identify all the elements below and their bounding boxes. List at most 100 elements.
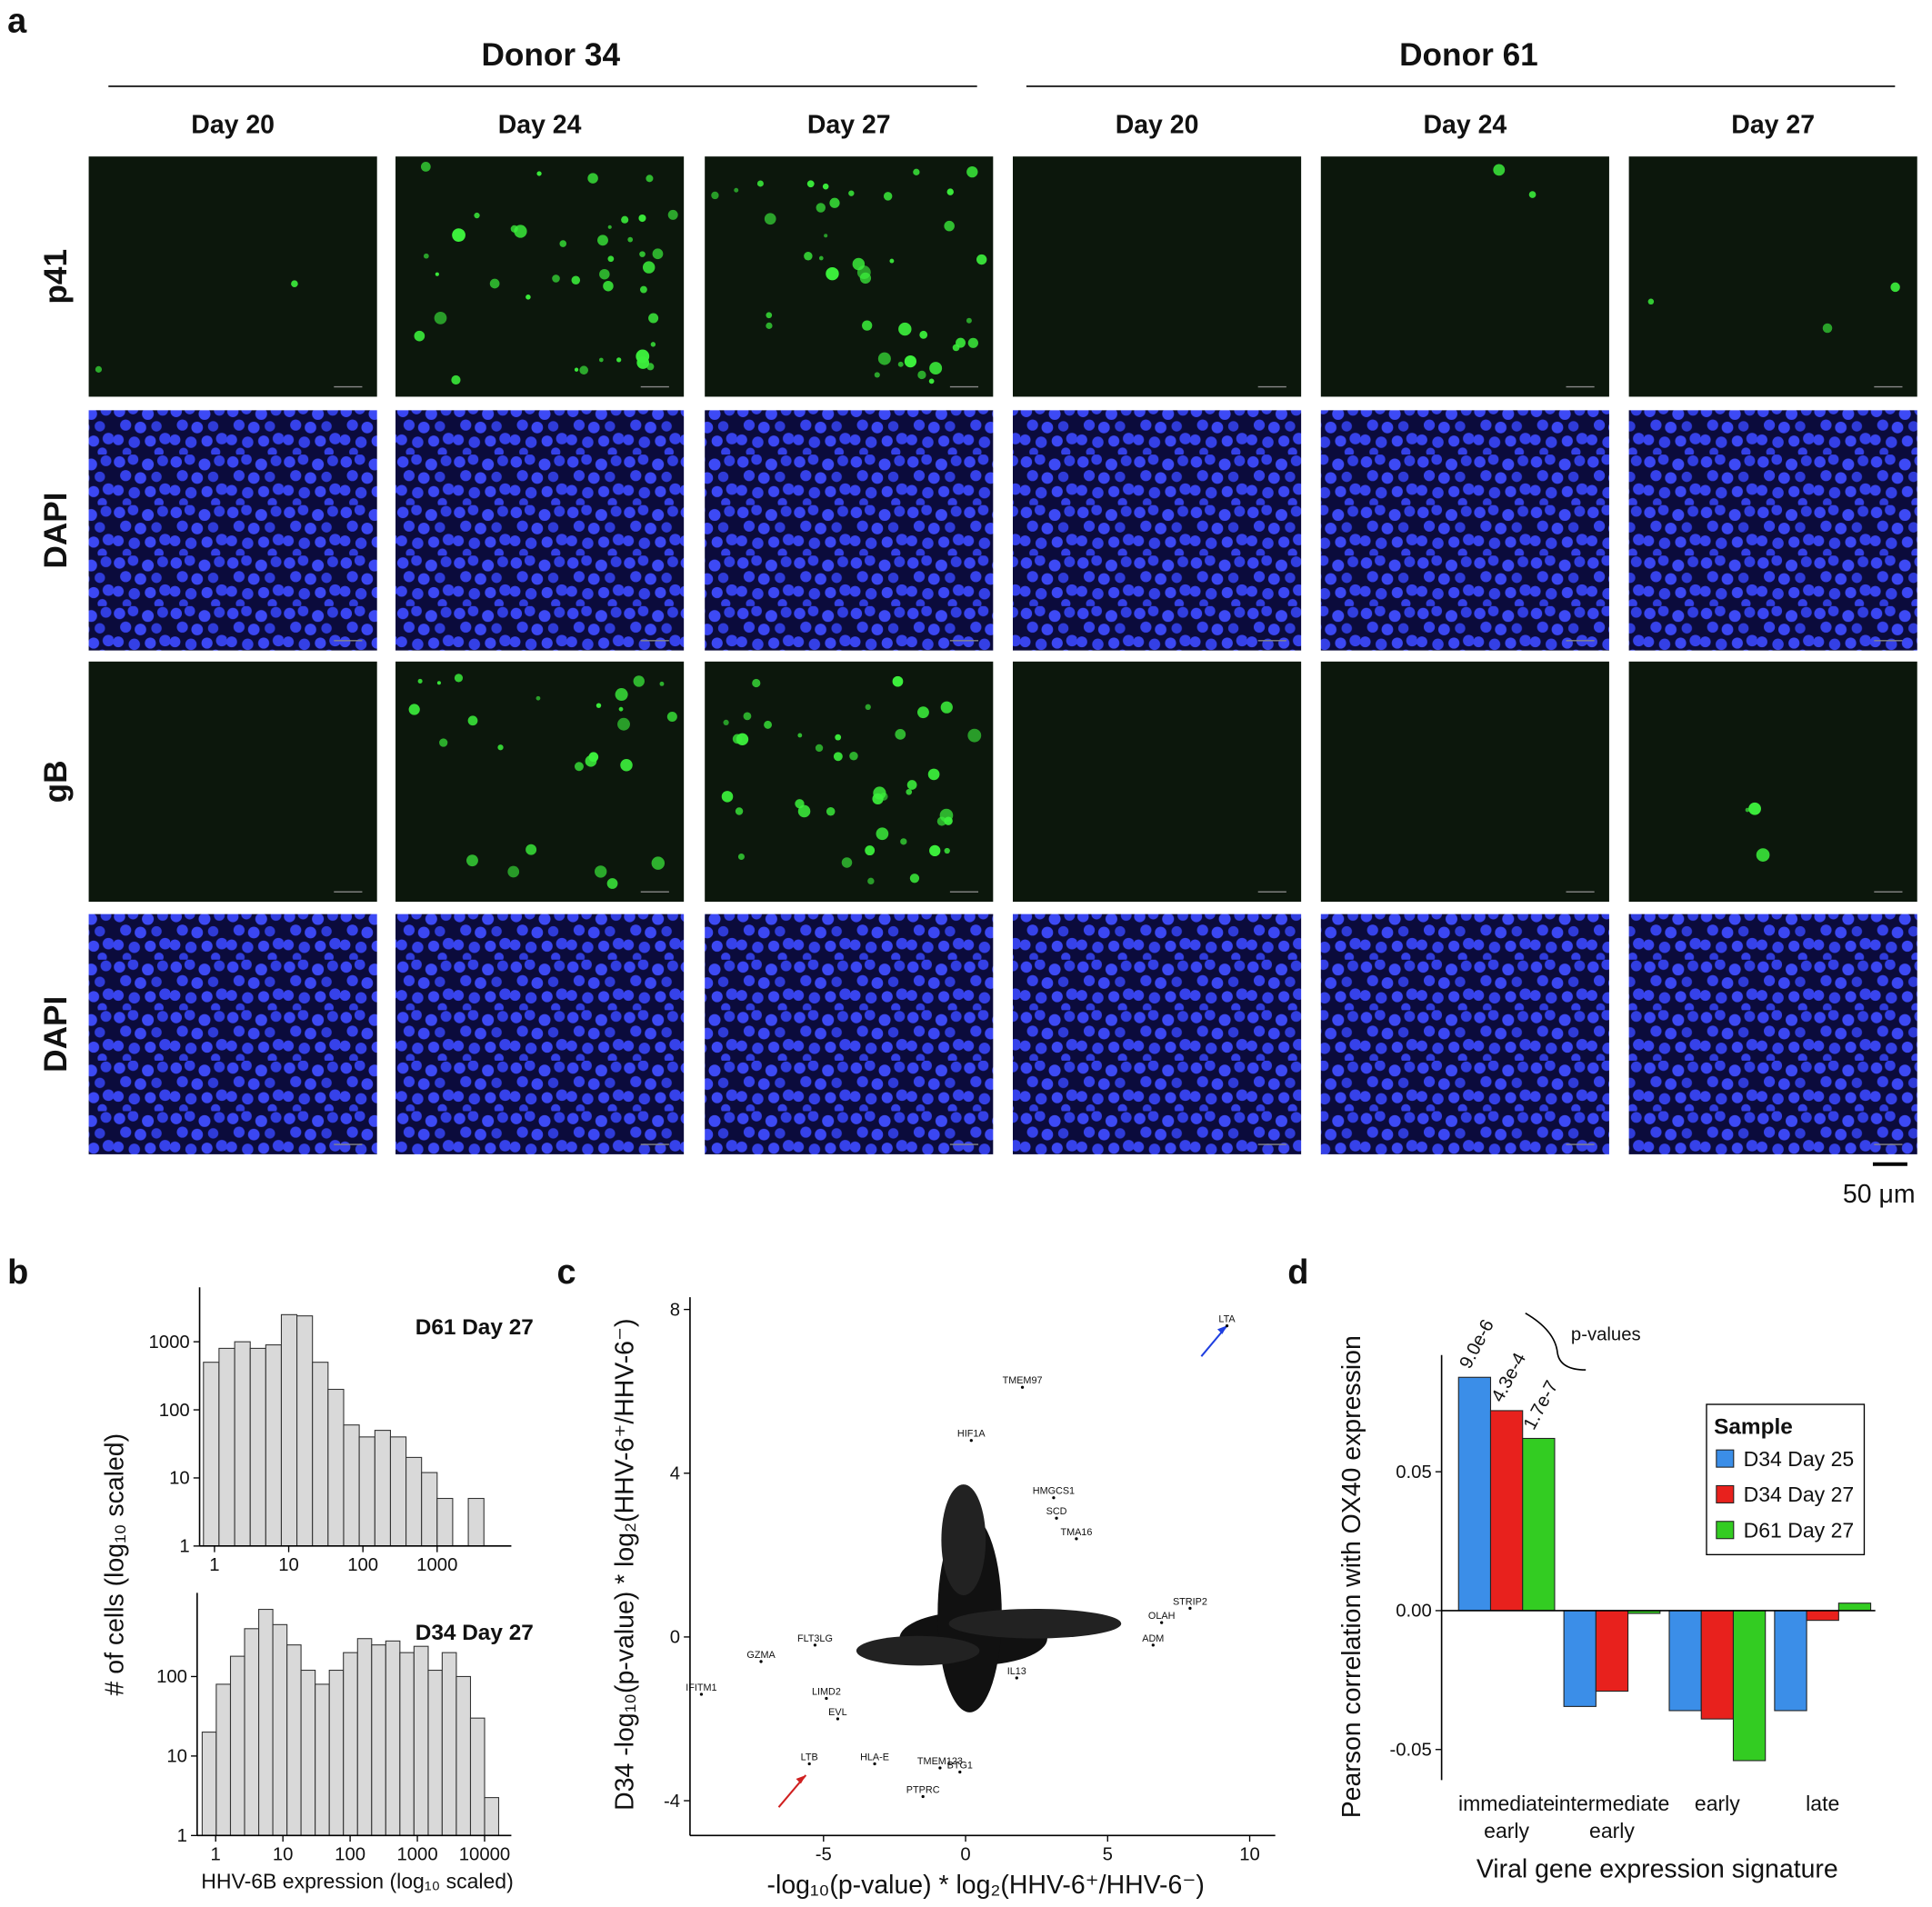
legend-label: D61 Day 27 bbox=[1744, 1518, 1855, 1542]
gene-point bbox=[1015, 1676, 1018, 1680]
gene-point bbox=[1020, 1385, 1025, 1389]
infected-cell bbox=[764, 720, 773, 729]
infected-cell bbox=[804, 252, 813, 261]
histogram-bar bbox=[441, 1652, 457, 1836]
legend-label: D34 Day 25 bbox=[1744, 1447, 1855, 1471]
x-tick-label: -5 bbox=[816, 1844, 832, 1864]
x-axis-label: HHV-6B expression (log₁₀ scaled) bbox=[201, 1870, 514, 1893]
gene-point bbox=[813, 1643, 817, 1647]
micrograph bbox=[1628, 410, 1917, 651]
histogram-bar bbox=[328, 1669, 345, 1836]
histogram-bar bbox=[258, 1609, 274, 1836]
x-tick-label: 5 bbox=[1103, 1844, 1113, 1864]
histogram-bar bbox=[455, 1675, 472, 1836]
histogram-bar bbox=[300, 1669, 316, 1836]
infected-cell bbox=[833, 752, 843, 762]
infected-cell bbox=[766, 312, 773, 319]
x-tick-label: 10 bbox=[278, 1555, 299, 1575]
infected-cell bbox=[618, 706, 624, 712]
micrograph bbox=[1320, 156, 1609, 397]
gene-label: HMGCS1 bbox=[1033, 1486, 1075, 1497]
infected-cell bbox=[917, 370, 926, 380]
scale-bar-label: 50 μm bbox=[1843, 1180, 1916, 1209]
histogram-bar bbox=[280, 1313, 298, 1547]
histogram-bar bbox=[484, 1797, 500, 1836]
p-value-label: 1.7e-7 bbox=[1520, 1378, 1562, 1433]
micrograph bbox=[88, 661, 377, 903]
infected-cell bbox=[711, 191, 719, 200]
gene-point bbox=[759, 1660, 763, 1663]
infected-cell bbox=[824, 234, 828, 238]
infected-cell bbox=[638, 214, 646, 223]
histogram-bar bbox=[203, 1362, 220, 1547]
gene-label: TMEM123 bbox=[917, 1756, 963, 1767]
panel-letter: c bbox=[557, 1253, 576, 1292]
x-tick-label: 1000 bbox=[416, 1555, 457, 1575]
micrograph bbox=[1012, 410, 1302, 651]
micrograph bbox=[395, 661, 685, 903]
y-tick-label: 10 bbox=[166, 1747, 187, 1767]
gene-point bbox=[1075, 1537, 1078, 1541]
infected-cell bbox=[743, 712, 752, 721]
infected-cell bbox=[595, 865, 607, 878]
day-label: Day 27 bbox=[1731, 110, 1815, 139]
infected-cell bbox=[806, 180, 815, 188]
infected-cell bbox=[929, 362, 943, 375]
histogram-bar bbox=[244, 1628, 260, 1836]
y-tick-label: 0.00 bbox=[1396, 1602, 1432, 1622]
y-tick-label: 1 bbox=[179, 1537, 189, 1557]
legend-swatch bbox=[1716, 1449, 1735, 1468]
x-tick-label: 0 bbox=[960, 1844, 970, 1864]
category-label: early bbox=[1695, 1792, 1740, 1815]
x-tick-label: 1 bbox=[211, 1844, 221, 1864]
row-label: p41 bbox=[38, 249, 74, 305]
micrograph bbox=[1012, 156, 1302, 397]
infected-cell bbox=[1756, 848, 1770, 862]
infected-cell bbox=[599, 268, 610, 280]
infected-cell bbox=[417, 678, 423, 684]
infected-cell bbox=[574, 762, 584, 772]
gene-point bbox=[1188, 1606, 1192, 1611]
infected-cell bbox=[967, 728, 982, 743]
infected-cell bbox=[952, 344, 960, 352]
infected-cell bbox=[889, 258, 895, 264]
gene-point bbox=[807, 1762, 811, 1766]
gene-label: LIMD2 bbox=[812, 1686, 841, 1697]
infected-cell bbox=[909, 874, 920, 884]
category-word: late bbox=[1806, 1792, 1839, 1815]
gene-label: ADM bbox=[1142, 1633, 1164, 1644]
infected-cell bbox=[879, 792, 888, 801]
micrograph bbox=[1012, 914, 1302, 1154]
point-cloud bbox=[856, 1635, 980, 1666]
infected-cell bbox=[766, 322, 773, 329]
gene-label: PTPRC bbox=[906, 1784, 940, 1795]
y-tick-label: 1 bbox=[177, 1826, 187, 1846]
infected-cell bbox=[621, 215, 629, 224]
arrow-head bbox=[796, 1774, 806, 1784]
infected-cell bbox=[423, 253, 429, 259]
micrograph bbox=[705, 410, 994, 651]
histogram-bar bbox=[327, 1388, 345, 1547]
infected-cell bbox=[616, 357, 622, 363]
histogram-bar bbox=[389, 1436, 407, 1547]
gene-label: GZMA bbox=[746, 1650, 776, 1661]
infected-cell bbox=[627, 236, 634, 243]
infected-cell bbox=[507, 865, 520, 878]
y-tick-label: 100 bbox=[156, 1667, 187, 1687]
infected-cell bbox=[597, 235, 608, 246]
infected-cell bbox=[436, 681, 441, 685]
bar bbox=[1700, 1610, 1735, 1720]
infected-cell bbox=[571, 275, 581, 285]
infected-cell bbox=[639, 251, 646, 257]
infected-cell bbox=[1748, 802, 1761, 815]
infected-cell bbox=[587, 173, 598, 184]
histogram-bar bbox=[427, 1669, 443, 1836]
legend-swatch bbox=[1716, 1521, 1735, 1540]
gene-point bbox=[1151, 1643, 1155, 1647]
infected-cell bbox=[848, 190, 855, 196]
histogram-bar bbox=[218, 1347, 235, 1547]
infected-cell bbox=[606, 878, 618, 889]
infected-cell bbox=[944, 847, 950, 854]
x-tick-label: 1 bbox=[209, 1555, 219, 1575]
histogram-bar bbox=[421, 1472, 438, 1547]
